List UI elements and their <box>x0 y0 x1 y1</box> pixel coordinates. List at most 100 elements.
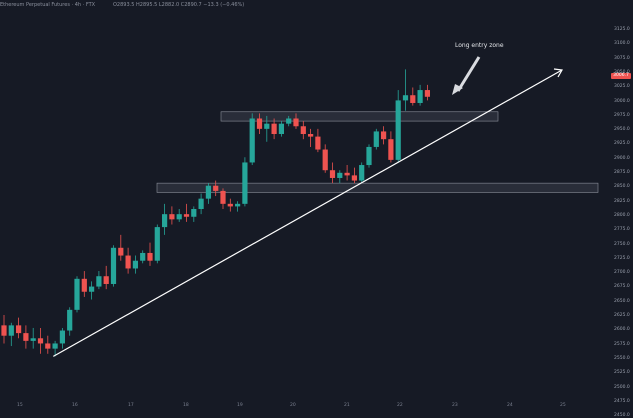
candle-body <box>271 123 277 135</box>
candle-body <box>16 325 22 334</box>
symbol-title: Ethereum Perpetual Futures · 4h · FTX <box>0 2 96 8</box>
candle-body <box>366 146 372 166</box>
candle-body <box>242 162 248 204</box>
candle-body <box>417 90 423 103</box>
price-tick-label: 2925.0 <box>614 141 630 147</box>
price-tick-label: 2850.0 <box>614 184 630 190</box>
candle-body <box>74 278 80 310</box>
candle-body <box>344 172 350 176</box>
candle-body <box>147 252 153 261</box>
candle-body <box>315 136 321 150</box>
candle-body <box>140 252 146 261</box>
time-tick-label: 18 <box>183 403 189 408</box>
candle-body <box>96 276 102 287</box>
price-tick-label: 2475.0 <box>614 398 630 404</box>
price-tick-label: 2550.0 <box>614 355 630 361</box>
price-tick-label: 2625.0 <box>614 313 630 318</box>
candle-body <box>103 276 109 284</box>
price-tick-label: 2950.0 <box>614 127 630 133</box>
price-tick-label: 2900.0 <box>614 155 630 161</box>
candle-body <box>191 209 197 217</box>
candle-body <box>169 214 175 220</box>
trendline-arrowhead <box>553 68 563 78</box>
price-axis[interactable] <box>607 0 633 410</box>
candle-body <box>256 118 263 129</box>
candle-body <box>264 123 270 129</box>
candle-body <box>213 185 219 191</box>
time-tick-label: 23 <box>452 403 458 408</box>
time-tick-label: 15 <box>17 403 23 408</box>
candle-body <box>52 343 58 349</box>
time-tick-label: 19 <box>237 403 243 408</box>
candle-body <box>81 278 87 292</box>
candle-body <box>381 131 387 140</box>
time-tick-label: 22 <box>397 403 403 408</box>
candle-body <box>293 118 299 127</box>
ohlc-readout: O2893.5 H2895.5 L2882.0 C2890.7 −13.3 (−… <box>113 2 245 8</box>
candle-body <box>162 214 168 228</box>
candle-body <box>176 214 182 220</box>
price-tick-label: 2500.0 <box>614 384 630 390</box>
candle-body <box>198 198 204 209</box>
current-price-tag: 3006.7 <box>611 73 631 79</box>
candle-body <box>183 214 190 217</box>
candle-body <box>278 123 284 135</box>
candle-body <box>329 170 336 178</box>
price-tick-label: 3075.0 <box>614 55 630 61</box>
price-tick-label: 2700.0 <box>614 270 630 276</box>
price-tick-label: 2725.0 <box>614 255 630 261</box>
candle-body <box>227 203 233 207</box>
candle-body <box>110 247 117 284</box>
price-tick-label: 2650.0 <box>614 298 630 304</box>
time-tick-label: 16 <box>72 403 78 408</box>
candle-body <box>424 90 430 97</box>
candle-body <box>410 95 416 103</box>
price-tick-label: 2525.0 <box>614 370 630 376</box>
candle-body <box>30 338 36 341</box>
time-tick-label: 20 <box>290 403 296 408</box>
candle-body <box>67 309 73 331</box>
candle-body <box>395 100 401 160</box>
long-entry-zone-label: Long entry zone <box>455 42 504 49</box>
price-tick-label: 2825.0 <box>614 198 630 204</box>
price-tick-label: 2750.0 <box>614 241 630 247</box>
price-tick-label: 2675.0 <box>614 284 630 290</box>
candle-body <box>300 126 306 135</box>
price-tick-label: 2975.0 <box>614 112 630 118</box>
candle-body <box>249 118 255 163</box>
candle-body <box>235 203 241 207</box>
candle-body <box>402 95 409 101</box>
candle-body <box>59 330 65 344</box>
price-tick-label: 3125.0 <box>614 27 630 32</box>
candle-body <box>322 149 328 171</box>
price-tick-label: 2575.0 <box>614 341 630 347</box>
candle-body <box>8 325 14 336</box>
candle-body <box>154 227 160 261</box>
candle-body <box>308 134 314 137</box>
time-tick-label: 17 <box>128 403 134 408</box>
candle-body <box>45 343 51 349</box>
price-tick-label: 3100.0 <box>614 41 630 47</box>
time-tick-label: 21 <box>344 403 350 408</box>
candle-body <box>118 247 124 256</box>
candle-body <box>1 325 7 336</box>
trendline <box>53 69 563 357</box>
lower-zone <box>156 182 599 193</box>
price-tick-label: 2875.0 <box>614 170 630 175</box>
candle-body <box>89 286 95 292</box>
candle-body <box>132 260 138 269</box>
candle-body <box>286 118 292 124</box>
candle-body <box>23 333 29 341</box>
price-tick-label: 2800.0 <box>614 212 630 218</box>
upper-zone <box>220 111 499 122</box>
price-tick-label: 3000.0 <box>614 98 630 104</box>
candle-body <box>359 165 365 181</box>
annotation-arrow <box>456 56 481 92</box>
candle-body <box>373 131 379 147</box>
candle-body <box>388 139 394 160</box>
annotation-arrowhead <box>452 84 463 95</box>
candle-body <box>337 172 343 178</box>
candle-body <box>351 175 357 181</box>
